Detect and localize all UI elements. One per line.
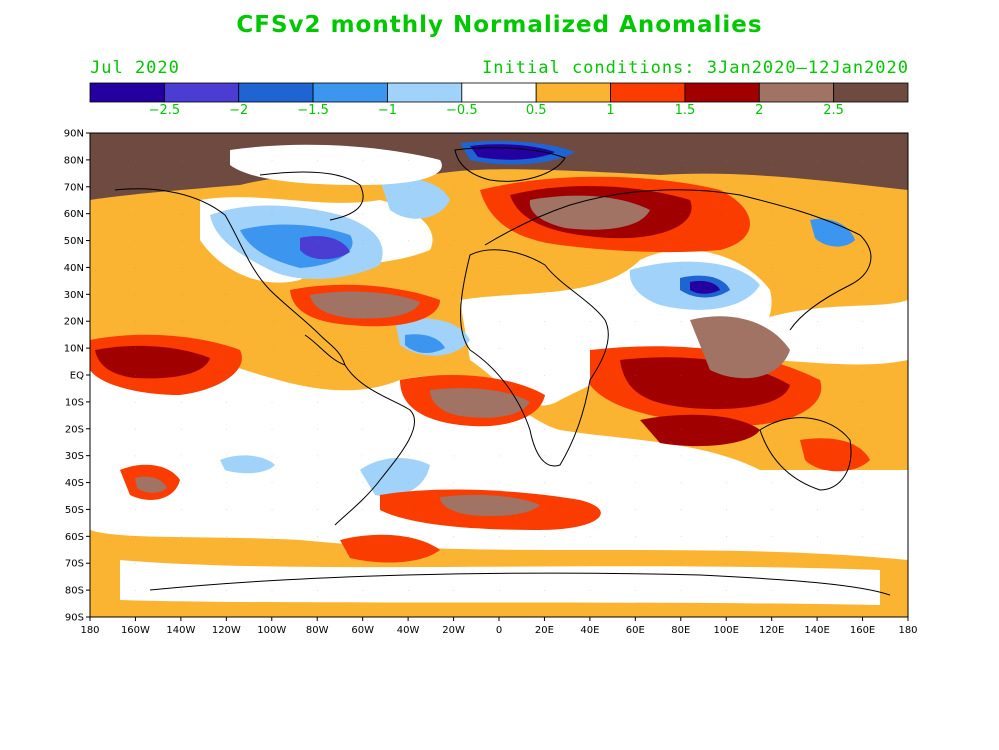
x-tick-label: 100W [257,625,286,636]
x-tick-label: 40W [397,625,420,636]
colorbar-swatch [312,82,388,103]
colorbar-tick-label: −1 [377,103,398,118]
y-tick-label: 60N [64,209,84,220]
x-tick-label: 40E [580,625,599,636]
x-tick-label: 160E [850,625,875,636]
y-tick-label: 80N [64,155,84,166]
colorbar-tick-label: −2 [229,103,249,118]
colorbar-swatch [758,82,835,103]
y-tick-label: 10S [65,397,84,408]
colorbar-tick-label: 1 [606,103,615,118]
colorbar-tick-label: −2.5 [148,103,181,118]
y-axis: 90N 80N 70N 60N 50N 40N 30N 20N 10N EQ 10S 20S 30S 40… [64,129,90,624]
colorbar-swatch [89,82,165,103]
x-tick-label: 80W [306,625,329,636]
x-tick-label: 120E [759,625,784,636]
colorbar [89,82,909,103]
y-tick-label: 20S [65,424,84,435]
x-tick-label: 60W [351,625,374,636]
y-tick-label: 80S [65,586,84,597]
colorbar-tick-label: 2 [755,103,764,118]
colorbar-swatch [163,82,240,103]
anomaly-field [90,133,908,617]
y-tick-label: 90S [65,613,84,624]
y-tick-label: 90N [64,129,84,140]
x-axis: 180 160W 140W 120W 100W 80W 60W 40W 20W 0 20E 40E 60… [80,617,918,636]
y-tick-label: EQ [70,371,84,382]
colorbar-swatch [238,82,314,103]
colorbar-swatch [535,82,611,103]
colorbar-tick-label: −1.5 [297,103,329,118]
x-tick-label: 20W [442,625,465,636]
x-tick-label: 100E [714,625,739,636]
y-tick-label: 40N [64,263,84,274]
y-tick-label: 10N [64,344,84,355]
valid-month-label: Jul 2020 [90,58,180,78]
x-tick-label: 80E [671,625,690,636]
colorbar-swatch [461,82,537,103]
colorbar-tick-label: 2.5 [823,103,844,118]
colorbar-swatch [684,82,760,103]
x-tick-label: 160W [121,625,150,636]
x-tick-label: 120W [212,625,241,636]
x-tick-label: 0 [496,625,502,636]
y-tick-label: 70S [65,559,84,570]
y-tick-label: 20N [64,317,84,328]
y-tick-label: 30N [64,290,84,301]
colorbar-tick-label: −0.5 [446,103,478,118]
x-tick-label: 140W [166,625,195,636]
y-tick-label: 40S [65,478,84,489]
colorbar-tick-label: 1.5 [674,103,696,118]
colorbar-tick-label: 0.5 [525,103,547,118]
chart-title: CFSv2 monthly Normalized Anomalies [236,12,763,38]
y-tick-label: 70N [64,182,84,193]
x-tick-label: 180 [80,625,99,636]
colorbar-swatch [610,82,686,103]
y-tick-label: 30S [65,451,84,462]
y-tick-label: 50N [64,236,84,247]
y-tick-label: 60S [65,532,84,543]
x-tick-label: 60E [626,625,645,636]
x-tick-label: 140E [804,625,829,636]
x-tick-label: 20E [535,625,554,636]
initial-conditions-label: Initial conditions: 3Jan2020–12Jan2020 [482,58,909,78]
colorbar-swatch [387,82,463,103]
colorbar-swatch [833,82,909,103]
x-tick-label: 180 [898,625,917,636]
y-tick-label: 50S [65,505,84,516]
